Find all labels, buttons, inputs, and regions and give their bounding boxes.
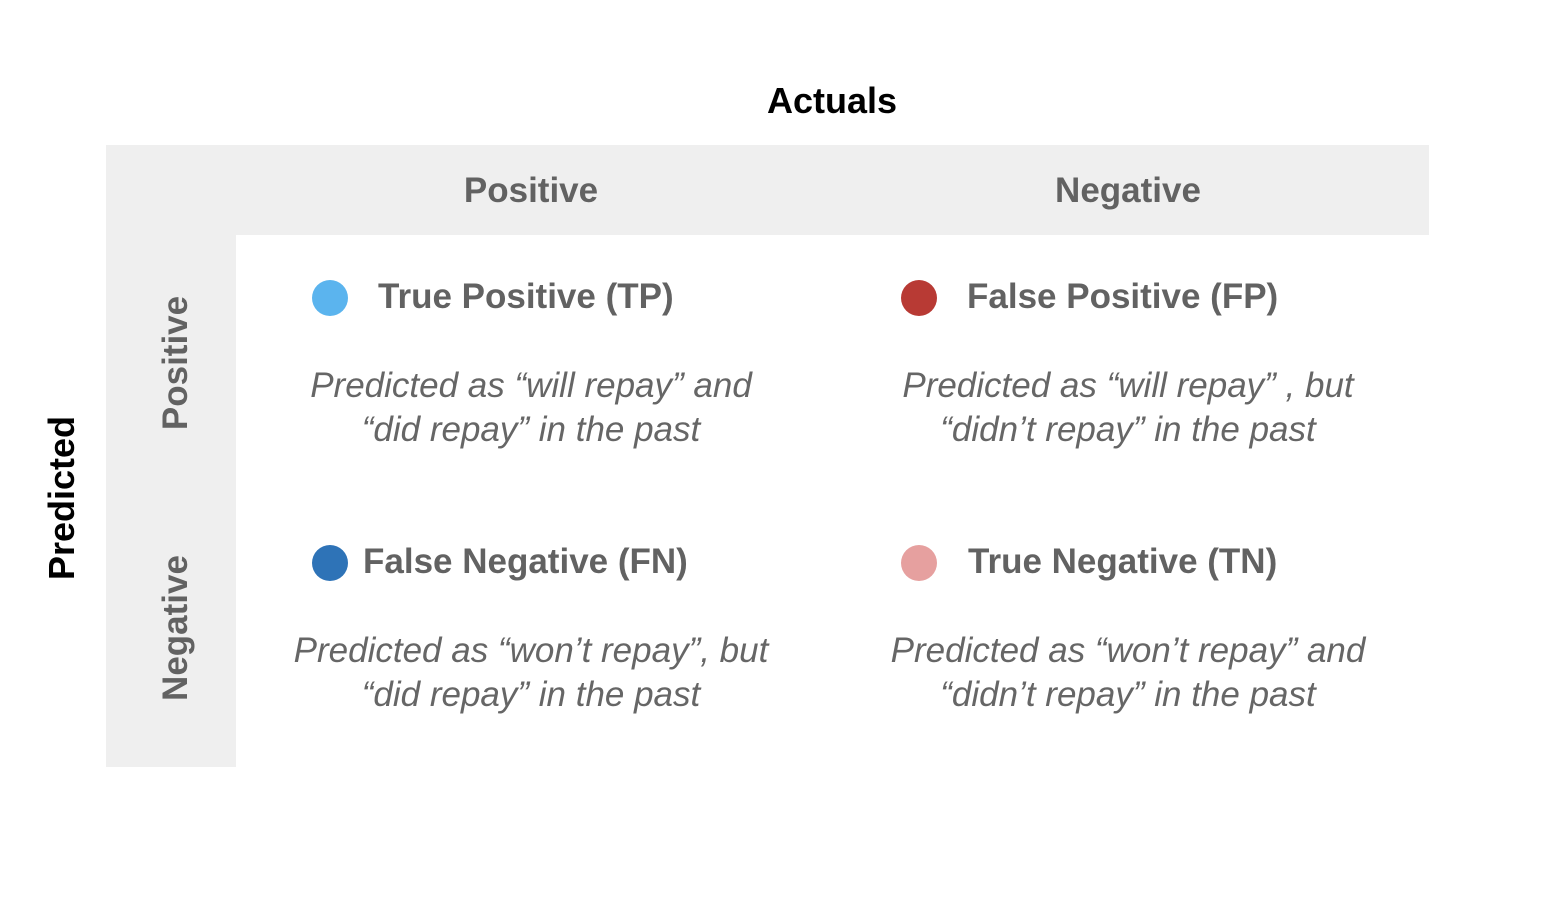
actuals-axis-title: Actuals: [766, 80, 898, 121]
column-header-negative: Negative: [1055, 171, 1201, 210]
true-positive-dot: [312, 280, 348, 316]
column-header-positive: Positive: [463, 171, 599, 210]
true-positive-description: Predicted as “will repay” and “did repay…: [231, 364, 831, 452]
true-negative-description-line-2: “didn’t repay” in the past: [940, 675, 1316, 714]
predicted-axis-title: Predicted: [41, 415, 82, 581]
true-positive-description-line-1: Predicted as “will repay” and: [310, 366, 752, 405]
true-negative-title: True Negative (TN): [968, 542, 1278, 581]
true-positive-title: True Positive (TP): [378, 277, 674, 316]
false-positive-description: Predicted as “will repay” , but “didn’t …: [828, 364, 1428, 452]
false-negative-description: Predicted as “won’t repay”, but “did rep…: [231, 629, 831, 717]
row-header-positive: Positive: [156, 295, 195, 431]
false-positive-description-line-2: “didn’t repay” in the past: [940, 410, 1316, 449]
true-positive-description-line-2: “did repay” in the past: [361, 410, 701, 449]
false-negative-dot: [312, 545, 348, 581]
row-header-negative: Negative: [156, 555, 195, 701]
false-positive-description-line-1: Predicted as “will repay” , but: [902, 366, 1354, 405]
false-positive-dot: [901, 280, 937, 316]
false-positive-title: False Positive (FP): [967, 277, 1279, 316]
false-negative-title: False Negative (FN): [363, 542, 688, 581]
false-negative-description-line-1: Predicted as “won’t repay”, but: [293, 631, 769, 670]
row-header-band: [106, 235, 236, 767]
true-negative-description: Predicted as “won’t repay” and “didn’t r…: [828, 629, 1428, 717]
true-negative-dot: [901, 545, 937, 581]
column-header-band: [106, 145, 1429, 235]
false-negative-description-line-2: “did repay” in the past: [361, 675, 701, 714]
true-negative-description-line-1: Predicted as “won’t repay” and: [890, 631, 1366, 670]
